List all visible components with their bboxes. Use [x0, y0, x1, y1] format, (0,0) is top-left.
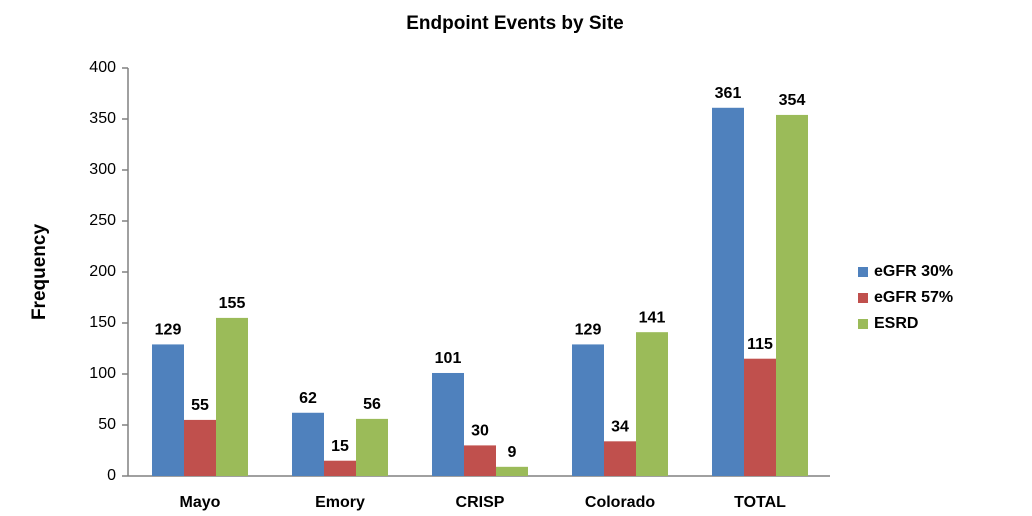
bar [184, 419, 216, 476]
value-label: 30 [471, 423, 489, 440]
x-tick-label: Emory [315, 494, 365, 511]
y-tick-label: 0 [107, 467, 116, 484]
value-label: 15 [331, 438, 349, 455]
legend-swatch [858, 267, 868, 277]
value-label: 155 [219, 295, 246, 312]
legend-swatch [858, 293, 868, 303]
bar [744, 358, 776, 476]
value-label: 129 [155, 322, 182, 339]
y-tick-label: 200 [89, 263, 116, 280]
chart-title: Endpoint Events by Site [406, 13, 623, 34]
legend-label: ESRD [874, 315, 918, 332]
bar [356, 418, 388, 476]
bar [712, 107, 744, 476]
value-label: 9 [508, 444, 517, 461]
value-label: 56 [363, 396, 381, 413]
value-label: 141 [639, 309, 666, 326]
value-label: 101 [435, 350, 462, 367]
legend-swatch [858, 319, 868, 329]
value-label: 129 [575, 322, 602, 339]
value-label: 115 [747, 336, 773, 353]
y-tick-label: 350 [89, 110, 116, 127]
legend-label: eGFR 30% [874, 263, 953, 280]
y-tick-label: 250 [89, 212, 116, 229]
value-label: 62 [299, 390, 317, 407]
bar [464, 445, 496, 476]
bar [604, 441, 636, 476]
bar [216, 317, 248, 476]
bar [324, 460, 356, 476]
value-label: 34 [611, 419, 629, 436]
y-axis-label: Frequency [29, 224, 50, 321]
x-tick-label: Mayo [180, 494, 221, 511]
bar [292, 412, 324, 476]
x-tick-label: TOTAL [734, 494, 786, 511]
bar [776, 114, 808, 477]
bar [496, 466, 528, 476]
bar [152, 344, 184, 476]
y-tick-label: 150 [89, 314, 116, 331]
x-tick-label: Colorado [585, 494, 655, 511]
value-label: 354 [779, 92, 806, 109]
y-tick-label: 400 [89, 59, 116, 76]
legend-label: eGFR 57% [874, 289, 953, 306]
value-label: 361 [715, 85, 742, 102]
bar [636, 332, 668, 476]
x-tick-label: CRISP [456, 494, 505, 511]
bar [572, 344, 604, 476]
y-tick-label: 100 [89, 365, 116, 382]
y-tick-label: 300 [89, 161, 116, 178]
bar [432, 372, 464, 476]
value-label: 55 [191, 397, 209, 414]
y-tick-label: 50 [98, 416, 116, 433]
